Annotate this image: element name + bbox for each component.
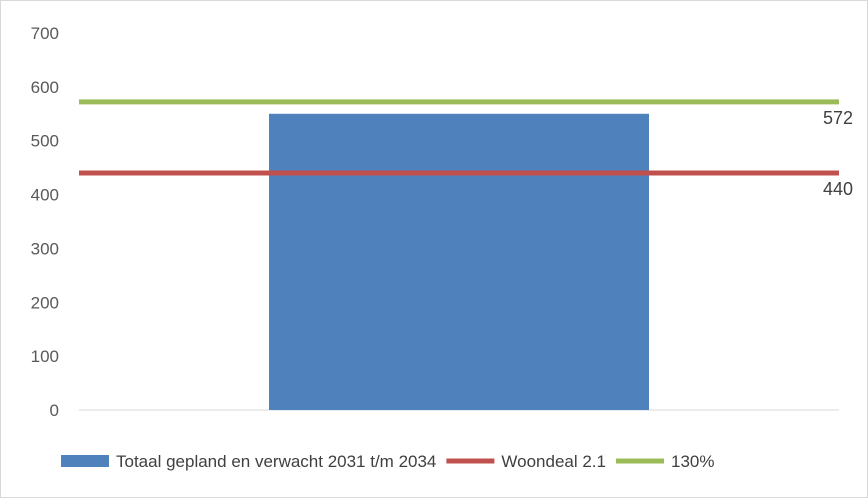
legend-swatch <box>61 455 109 467</box>
legend: Totaal gepland en verwacht 2031 t/m 2034… <box>61 452 714 471</box>
y-tick-label: 600 <box>31 78 59 97</box>
reference-line-label: 440 <box>823 179 853 199</box>
y-tick-label: 200 <box>31 293 59 312</box>
reference-line-labels: 440 572 <box>823 108 853 199</box>
y-tick-label: 500 <box>31 132 59 151</box>
reference-lines <box>79 99 839 176</box>
reference-line-label: 572 <box>823 108 853 128</box>
legend-label: Woondeal 2.1 <box>501 452 606 471</box>
y-axis-ticks: 0 100 200 300 400 500 600 700 <box>31 24 59 420</box>
legend-label: 130% <box>671 452 714 471</box>
y-tick-label: 700 <box>31 24 59 43</box>
bar <box>269 113 649 411</box>
bars <box>269 113 649 411</box>
y-tick-label: 300 <box>31 239 59 258</box>
y-tick-label: 0 <box>50 401 59 420</box>
legend-label: Totaal gepland en verwacht 2031 t/m 2034 <box>116 452 436 471</box>
y-tick-label: 100 <box>31 347 59 366</box>
y-tick-label: 400 <box>31 186 59 205</box>
